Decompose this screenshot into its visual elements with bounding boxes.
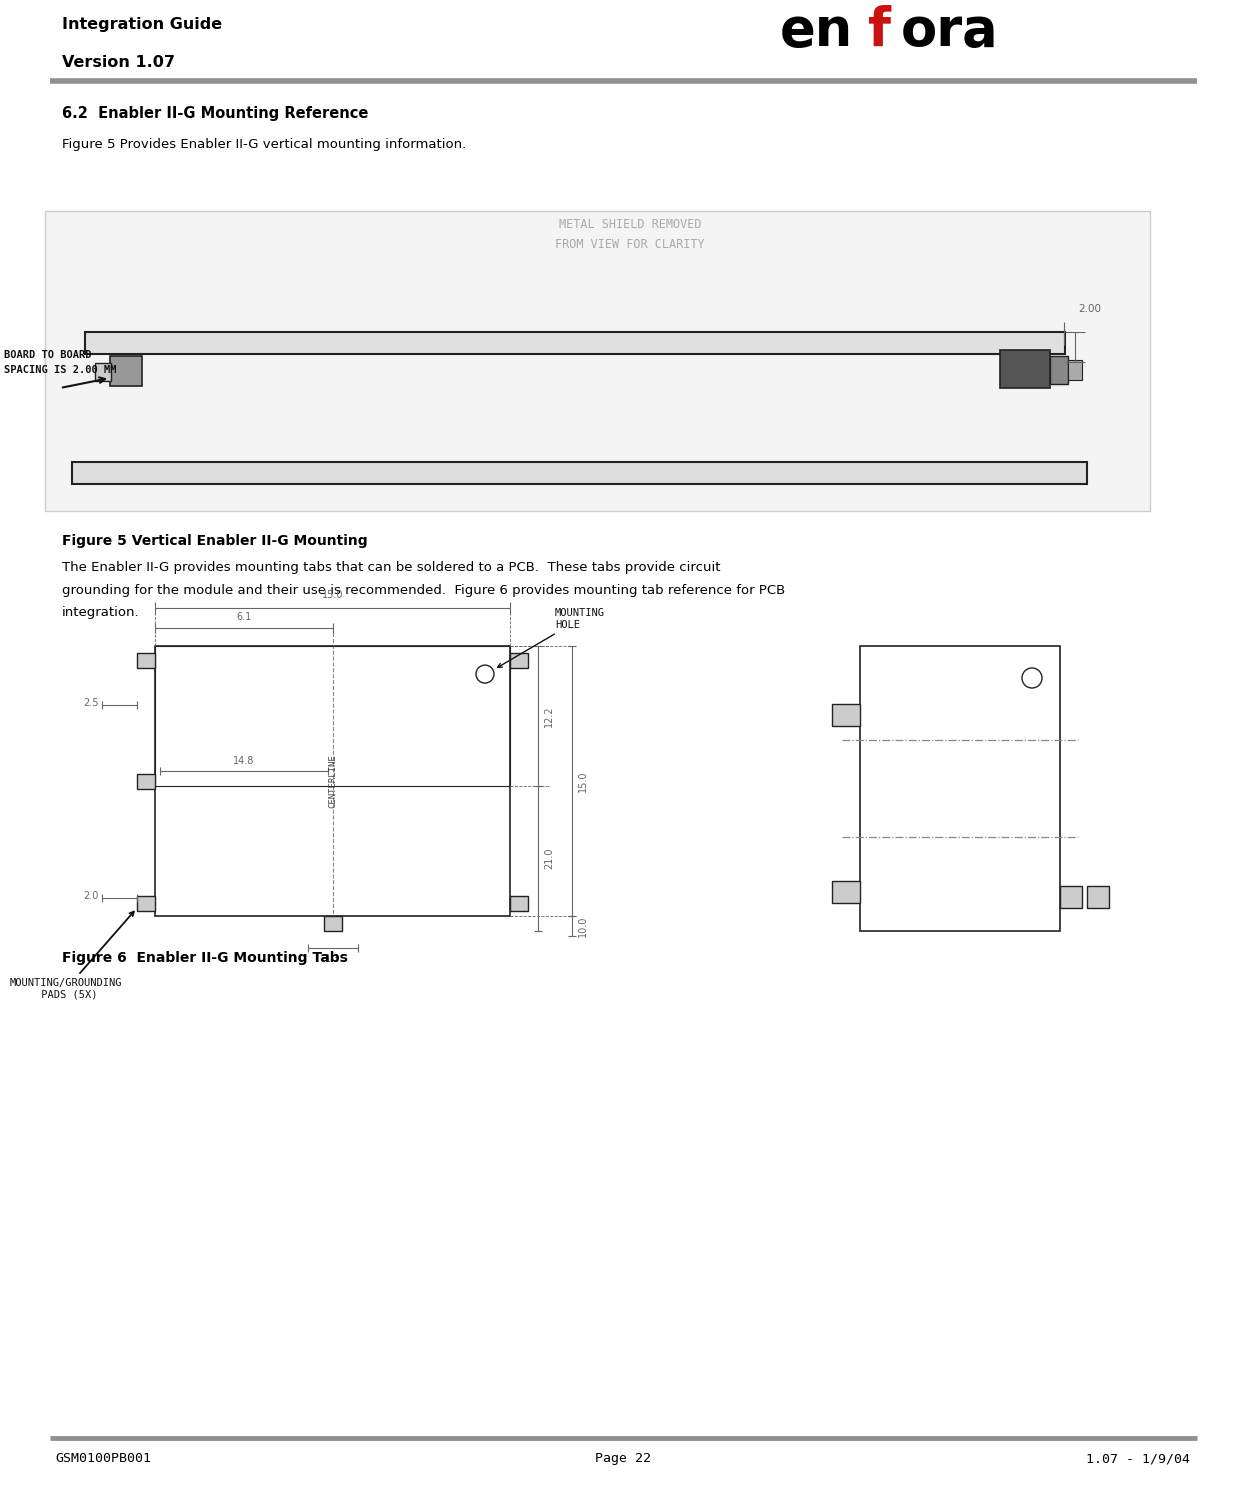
Bar xyxy=(1000,349,1050,389)
Text: 1.3: 1.3 xyxy=(325,953,340,964)
Bar xyxy=(1050,355,1067,384)
Bar xyxy=(137,896,155,911)
Text: 15.0: 15.0 xyxy=(322,590,343,599)
Text: 10.0: 10.0 xyxy=(579,916,589,937)
Bar xyxy=(45,211,1150,511)
Text: Figure 6  Enabler II-G Mounting Tabs: Figure 6 Enabler II-G Mounting Tabs xyxy=(62,950,348,965)
Text: BOARD TO BOARD: BOARD TO BOARD xyxy=(4,349,91,360)
Bar xyxy=(1087,886,1109,908)
Text: 6.1: 6.1 xyxy=(236,611,252,622)
Bar xyxy=(510,896,527,911)
Bar xyxy=(155,646,510,916)
Text: en: en xyxy=(781,5,853,57)
Bar xyxy=(85,331,1065,354)
Bar xyxy=(323,916,342,931)
Text: 2.00: 2.00 xyxy=(1077,304,1101,313)
Text: 2.0: 2.0 xyxy=(84,892,99,901)
Text: 6.2  Enabler II-G Mounting Reference: 6.2 Enabler II-G Mounting Reference xyxy=(62,105,368,120)
Text: Integration Guide: Integration Guide xyxy=(62,17,222,32)
Bar xyxy=(860,646,1060,931)
Bar xyxy=(510,654,527,669)
Bar xyxy=(1060,886,1082,908)
Text: MOUNTING/GROUNDING
     PADS (5X): MOUNTING/GROUNDING PADS (5X) xyxy=(10,911,133,1000)
Text: Page 22: Page 22 xyxy=(595,1452,651,1465)
Bar xyxy=(137,654,155,669)
Bar xyxy=(95,363,111,381)
Text: 14.8: 14.8 xyxy=(233,756,254,767)
Text: The Enabler II-G provides mounting tabs that can be soldered to a PCB.  These ta: The Enabler II-G provides mounting tabs … xyxy=(62,562,721,574)
Text: 12.2: 12.2 xyxy=(544,705,554,727)
Text: ora: ora xyxy=(902,5,999,57)
Bar xyxy=(1067,360,1082,380)
Text: grounding for the module and their use is recommended.  Figure 6 provides mounti: grounding for the module and their use i… xyxy=(62,584,786,596)
Text: CENTERLINE: CENTERLINE xyxy=(328,755,337,807)
Text: 15.0: 15.0 xyxy=(579,770,589,792)
Bar xyxy=(832,881,860,902)
Text: 2.5: 2.5 xyxy=(84,699,99,708)
Text: MOUNTING
HOLE: MOUNTING HOLE xyxy=(498,608,605,667)
Text: f: f xyxy=(868,5,892,57)
Text: Figure 5 Vertical Enabler II-G Mounting: Figure 5 Vertical Enabler II-G Mounting xyxy=(62,535,368,548)
Text: Figure 5 Provides Enabler II-G vertical mounting information.: Figure 5 Provides Enabler II-G vertical … xyxy=(62,139,466,151)
Text: FROM VIEW FOR CLARITY: FROM VIEW FOR CLARITY xyxy=(555,238,705,252)
Text: SPACING IS 2.00 MM: SPACING IS 2.00 MM xyxy=(4,364,116,375)
Text: Version 1.07: Version 1.07 xyxy=(62,56,175,69)
Text: GSM0100PB001: GSM0100PB001 xyxy=(55,1452,151,1465)
Bar xyxy=(110,355,142,386)
Bar xyxy=(72,462,1087,483)
Bar xyxy=(155,646,510,786)
Text: 21.0: 21.0 xyxy=(544,848,554,869)
Bar xyxy=(137,774,155,789)
Text: 1.07 - 1/9/04: 1.07 - 1/9/04 xyxy=(1086,1452,1190,1465)
Text: integration.: integration. xyxy=(62,605,140,619)
Bar xyxy=(832,703,860,726)
Text: METAL SHIELD REMOVED: METAL SHIELD REMOVED xyxy=(559,218,701,230)
